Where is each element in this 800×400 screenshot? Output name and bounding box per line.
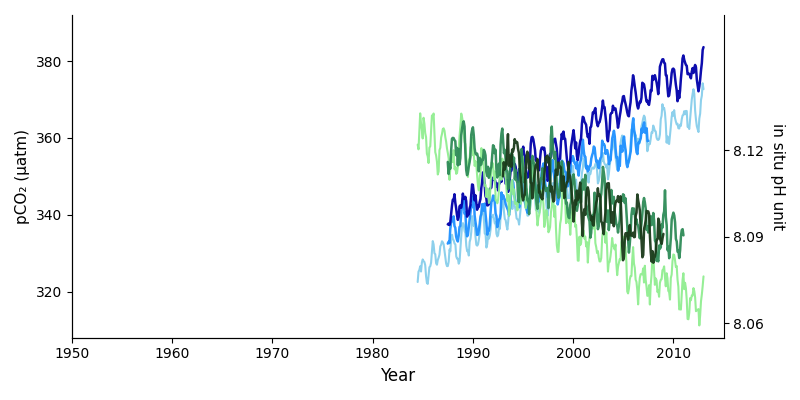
Y-axis label: pCO₂ (μatm): pCO₂ (μatm) [15,129,30,224]
X-axis label: Year: Year [380,367,415,385]
Y-axis label: in situ pH unit: in situ pH unit [770,123,785,230]
